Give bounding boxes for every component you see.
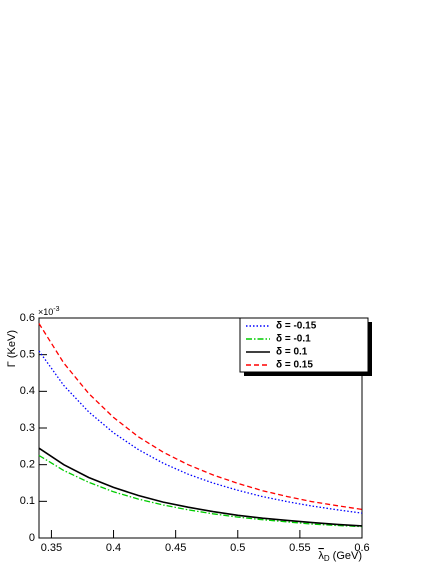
series-line (38, 447, 363, 527)
x-axis-title: λD (GeV) (318, 550, 362, 563)
y-tick-label: 0.3 (20, 422, 35, 434)
x-tick-label: 0.35 (41, 542, 62, 554)
legend-label: δ = -0.15 (276, 321, 317, 332)
x-label-subscript: D (324, 554, 330, 563)
legend-label: δ = -0.1 (276, 334, 311, 345)
x-tick-label: 0.45 (165, 542, 186, 554)
x-label-unit: (GeV) (333, 550, 362, 562)
x-tick-label: 0.5 (230, 542, 245, 554)
y-tick-label: 0 (29, 532, 35, 544)
legend-box (239, 317, 369, 373)
y-axis-title: Γ (KeV) (6, 330, 18, 367)
x-tick-label: 0.55 (289, 542, 310, 554)
legend-label: δ = 0.1 (276, 347, 308, 358)
y-tick-label: 0.2 (20, 459, 35, 471)
y-tick-label: 0.6 (20, 312, 35, 324)
y-multiplier: ×10-3 (38, 306, 60, 318)
y-multiplier-exponent: -3 (53, 306, 59, 313)
y-tick-label: 0.5 (20, 349, 35, 361)
x-label-symbol: λ (318, 550, 324, 562)
series-line (38, 454, 363, 528)
y-multiplier-base: ×10 (38, 307, 53, 317)
y-tick-label: 0.1 (20, 495, 35, 507)
x-tick-label: 0.6 (354, 542, 369, 554)
y-tick-label: 0.4 (20, 385, 35, 397)
series-line (38, 350, 363, 514)
x-tick-label: 0.4 (106, 542, 121, 554)
series-line (38, 323, 363, 511)
legend-label: δ = 0.15 (276, 360, 313, 371)
